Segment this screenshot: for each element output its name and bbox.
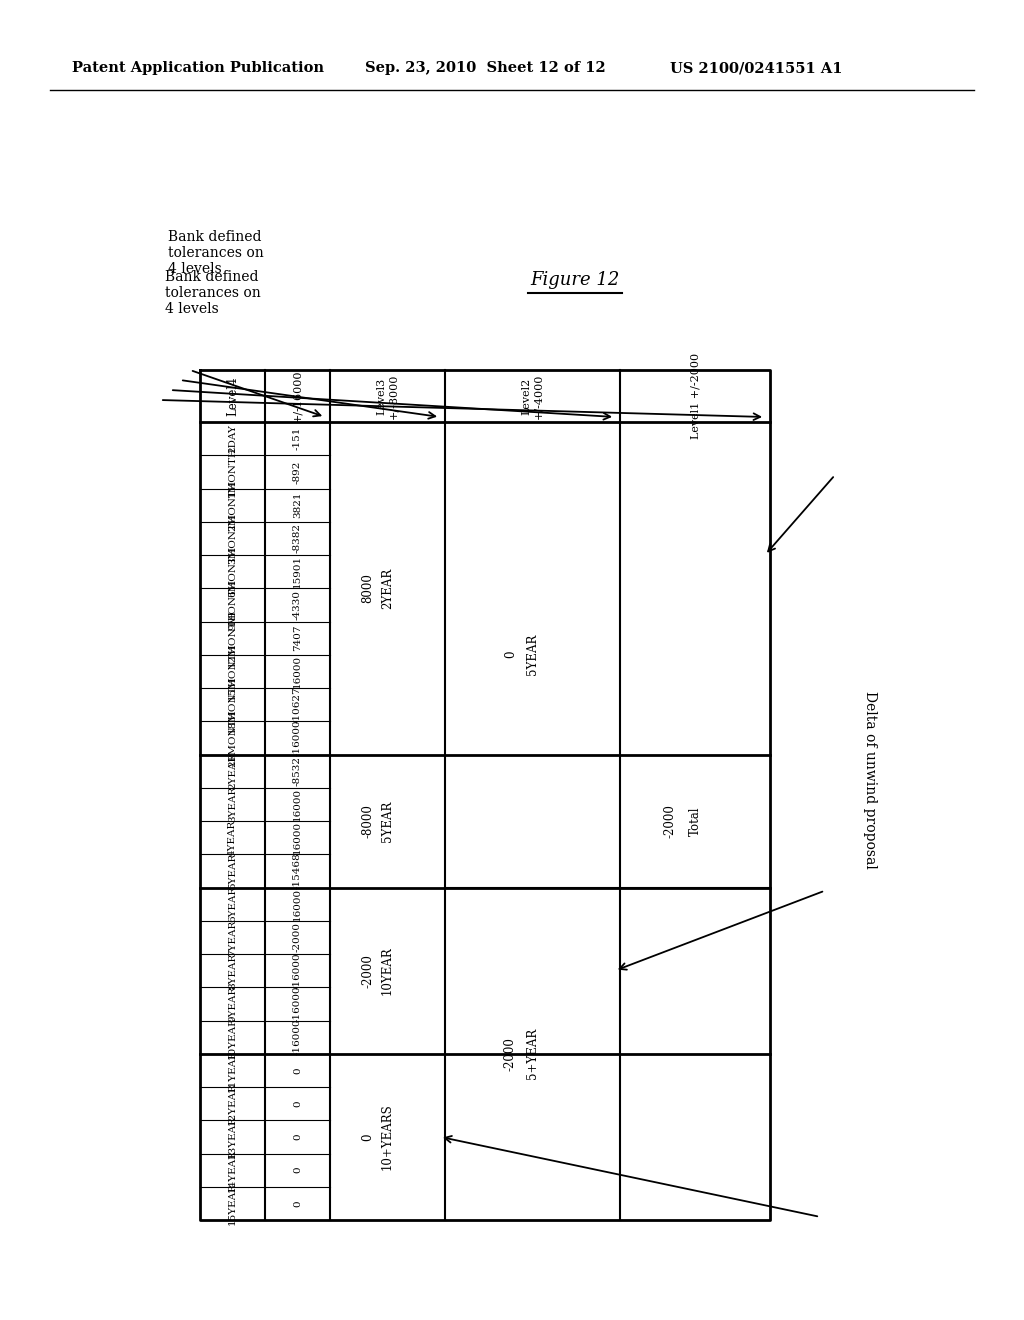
Text: -16000: -16000 (293, 1019, 302, 1056)
Text: 0: 0 (293, 1134, 302, 1140)
Text: Patent Application Publication: Patent Application Publication (72, 61, 324, 75)
Text: US 2100/0241551 A1: US 2100/0241551 A1 (670, 61, 843, 75)
Text: 9MONTH: 9MONTH (228, 579, 237, 631)
Text: -2000: -2000 (504, 1036, 517, 1071)
Text: 16000: 16000 (293, 821, 302, 854)
Text: -16000: -16000 (293, 719, 302, 756)
Text: 15MONTH: 15MONTH (228, 643, 237, 700)
Text: 15YEAR: 15YEAR (228, 1181, 237, 1225)
Text: 16000: 16000 (293, 788, 302, 821)
Text: 12YEAR: 12YEAR (228, 1082, 237, 1125)
Text: -2000: -2000 (293, 923, 302, 952)
Text: 15901: 15901 (293, 556, 302, 589)
Text: 3YEAR: 3YEAR (228, 787, 237, 822)
Text: 6YEAR: 6YEAR (228, 886, 237, 923)
Text: 16000: 16000 (293, 887, 302, 920)
Text: Bank defined
tolerances on
4 levels: Bank defined tolerances on 4 levels (168, 230, 264, 276)
Text: 5YEAR: 5YEAR (526, 634, 539, 676)
Text: -8532: -8532 (293, 756, 302, 787)
Text: -16000: -16000 (293, 986, 302, 1022)
Text: Level2
+/-4000: Level2 +/-4000 (521, 374, 544, 418)
Text: 18MONTH: 18MONTH (228, 676, 237, 734)
Text: 12MONTH: 12MONTH (228, 610, 237, 667)
Text: 8YEAR: 8YEAR (228, 953, 237, 989)
Text: Bank defined
tolerances on
4 levels: Bank defined tolerances on 4 levels (165, 271, 261, 317)
Text: 0: 0 (504, 651, 517, 659)
Text: Level1 +/-2000: Level1 +/-2000 (690, 352, 700, 440)
Text: +/-16000: +/-16000 (293, 370, 302, 422)
Text: 0: 0 (293, 1200, 302, 1206)
Text: 5+YEAR: 5+YEAR (526, 1028, 539, 1080)
Text: -15468: -15468 (293, 853, 302, 890)
Text: 3MONTH: 3MONTH (228, 513, 237, 564)
Text: 0: 0 (361, 1133, 374, 1140)
Text: Delta of unwind proposal: Delta of unwind proposal (863, 692, 877, 869)
Text: 7407: 7407 (293, 624, 302, 651)
Text: 2YEAR: 2YEAR (228, 752, 237, 789)
Text: -4330: -4330 (293, 590, 302, 620)
Text: 21MONTH: 21MONTH (228, 709, 237, 767)
Text: -892: -892 (293, 461, 302, 483)
Text: -16000: -16000 (293, 952, 302, 989)
Text: 16000: 16000 (293, 655, 302, 688)
Text: -2000: -2000 (361, 953, 374, 987)
Text: 13YEAR: 13YEAR (228, 1115, 237, 1159)
Text: -2000: -2000 (664, 804, 677, 838)
Text: 14YEAR: 14YEAR (228, 1148, 237, 1192)
Text: Level4: Level4 (226, 376, 239, 416)
Text: 3821: 3821 (293, 492, 302, 519)
Text: 0: 0 (293, 1067, 302, 1073)
Text: 4YEAR: 4YEAR (228, 820, 237, 855)
Text: 11YEAR: 11YEAR (228, 1049, 237, 1092)
Text: 8000: 8000 (361, 573, 374, 603)
Text: 5YEAR: 5YEAR (381, 800, 394, 842)
Text: 1MONTH: 1MONTH (228, 446, 237, 498)
Text: -151: -151 (293, 426, 302, 450)
Text: 10YEAR: 10YEAR (381, 946, 394, 995)
Text: 9YEAR: 9YEAR (228, 986, 237, 1022)
Text: Total: Total (688, 807, 701, 836)
Text: 5YEAR: 5YEAR (228, 853, 237, 888)
Text: -8382: -8382 (293, 523, 302, 553)
Text: Sep. 23, 2010  Sheet 12 of 12: Sep. 23, 2010 Sheet 12 of 12 (365, 61, 606, 75)
Text: -8000: -8000 (361, 804, 374, 838)
Text: 0: 0 (293, 1101, 302, 1107)
Text: 2YEAR: 2YEAR (381, 568, 394, 609)
Text: 6MONTH: 6MONTH (228, 546, 237, 597)
Text: 2MONTH: 2MONTH (228, 479, 237, 531)
Text: 10YEAR: 10YEAR (228, 1015, 237, 1059)
Text: Figure 12: Figure 12 (530, 271, 620, 289)
Text: 0: 0 (293, 1167, 302, 1173)
Text: 7YEAR: 7YEAR (228, 919, 237, 956)
Text: 2DAY: 2DAY (228, 424, 237, 453)
Text: -10627: -10627 (293, 686, 302, 723)
Text: 10+YEARS: 10+YEARS (381, 1104, 394, 1171)
Text: Level3
+/-8000: Level3 +/-8000 (377, 374, 398, 418)
